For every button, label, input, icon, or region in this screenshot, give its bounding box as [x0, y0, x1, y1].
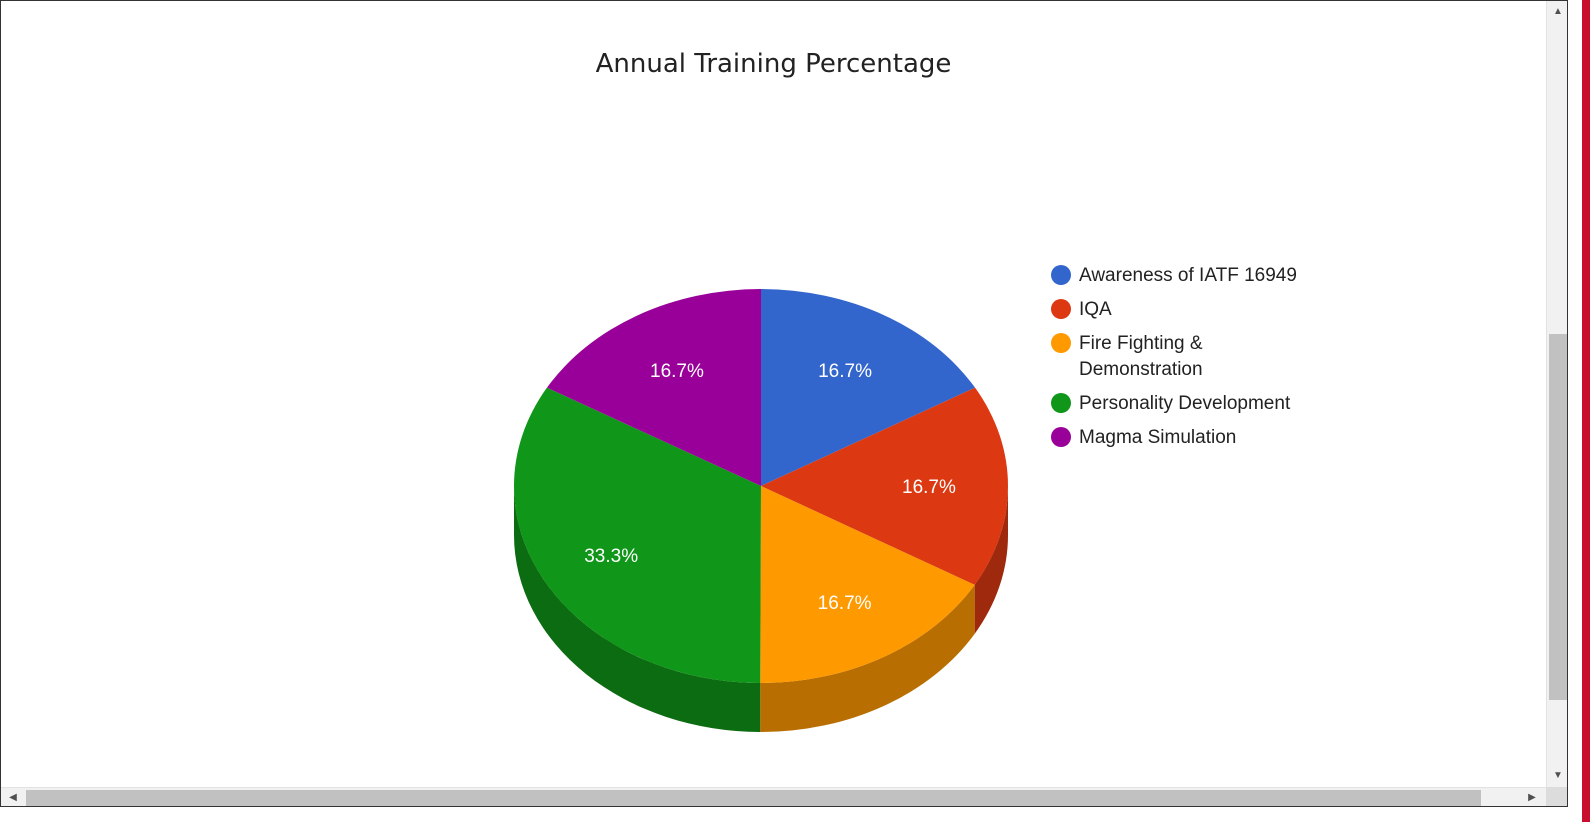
- scroll-up-icon[interactable]: ▲: [1553, 6, 1563, 17]
- vertical-scrollbar[interactable]: ▲ ▼: [1546, 1, 1567, 787]
- legend-dot-icon: [1051, 333, 1071, 353]
- pie-slice: [513, 387, 761, 683]
- legend-dot-icon: [1051, 265, 1071, 285]
- pie-slice-label: 16.7%: [902, 477, 956, 498]
- pie-slice: [546, 289, 761, 486]
- legend-label: Awareness of IATF 16949: [1079, 265, 1297, 286]
- legend-item[interactable]: Magma Simulation: [1051, 425, 1331, 451]
- scroll-right-icon[interactable]: ▶: [1528, 792, 1536, 803]
- pie-slice-label: 16.7%: [650, 361, 704, 382]
- pie-slice-label: 16.7%: [818, 593, 872, 614]
- legend-item[interactable]: Personality Development: [1051, 391, 1331, 417]
- scroll-down-icon[interactable]: ▼: [1553, 770, 1563, 781]
- legend-label: Magma Simulation: [1079, 427, 1237, 448]
- legend-item[interactable]: Fire Fighting & Demonstration: [1051, 331, 1331, 383]
- chart-title: Annual Training Percentage: [595, 49, 952, 79]
- legend-dot-icon: [1051, 427, 1071, 447]
- legend-label: IQA: [1079, 299, 1112, 320]
- pie-slice-side: [760, 584, 975, 732]
- pie-slice: [760, 486, 975, 683]
- pie-chart: 16.7% 16.7% 16.7% 33.3% 16.7%: [513, 289, 1009, 732]
- legend-item[interactable]: IQA: [1051, 297, 1331, 323]
- horizontal-scrollbar[interactable]: ◀ ▶: [1, 787, 1546, 806]
- chart-frame: Annual Training Percentage 16.7% 16.7% 16.…: [0, 0, 1568, 807]
- pie-slice-label: 16.7%: [818, 361, 872, 382]
- legend-item[interactable]: Awareness of IATF 16949: [1051, 263, 1331, 289]
- vertical-scroll-thumb[interactable]: [1549, 334, 1567, 700]
- pie-slice-side: [974, 486, 1008, 634]
- pie-slice: [761, 387, 1009, 585]
- pie-slice: [761, 289, 976, 486]
- chart-legend: Awareness of IATF 16949 IQA Fire Fightin…: [1051, 263, 1331, 459]
- legend-label: Fire Fighting & Demonstration: [1079, 333, 1203, 380]
- pie-slice-side: [514, 486, 761, 732]
- scrollbar-corner: [1546, 787, 1567, 806]
- legend-dot-icon: [1051, 299, 1071, 319]
- legend-label: Personality Development: [1079, 393, 1291, 414]
- pie-slice-label: 33.3%: [584, 546, 638, 567]
- scroll-left-icon[interactable]: ◀: [9, 792, 17, 803]
- horizontal-scroll-thumb[interactable]: [26, 790, 1481, 806]
- window-edge-accent: [1582, 0, 1590, 822]
- legend-dot-icon: [1051, 393, 1071, 413]
